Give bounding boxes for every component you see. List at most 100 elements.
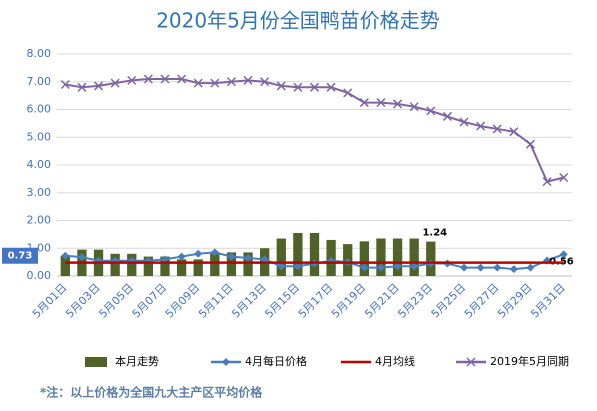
point [326, 82, 336, 92]
bar [127, 253, 137, 276]
legend-label: 4月每日价格 [245, 354, 307, 368]
point [359, 98, 369, 108]
point [61, 251, 70, 260]
point [77, 253, 86, 262]
point [460, 263, 469, 272]
data-label: 0.73 [8, 251, 33, 262]
point [309, 82, 320, 92]
bar [210, 252, 220, 276]
x-tick-label: 5月25日 [429, 281, 469, 321]
legend-marker [222, 358, 230, 366]
point [493, 263, 502, 272]
point [277, 262, 286, 271]
point [476, 121, 486, 131]
point [244, 253, 253, 262]
bar [176, 259, 187, 276]
y-tick-label: 3.00 [27, 186, 52, 199]
y-tick-label: 5.00 [27, 130, 52, 143]
y-tick-label: 8.00 [27, 47, 52, 60]
point [492, 124, 502, 134]
label-box [2, 247, 38, 264]
chart-title: 2020年5月份全国鸭苗价格走势 [156, 9, 440, 33]
point [409, 102, 419, 112]
point [410, 262, 419, 271]
data-label: 1.24 [422, 228, 447, 239]
y-tick-label: 7.00 [27, 75, 52, 88]
point [127, 75, 137, 85]
point [160, 74, 170, 84]
x-tick-label: 5月27日 [462, 281, 502, 321]
x-tick-label: 5月03日 [63, 281, 103, 321]
point [60, 79, 70, 90]
footnote: *注：以上价格为全国九大主产区平均价格 [40, 385, 263, 400]
point [243, 75, 253, 85]
point [426, 106, 436, 116]
point [526, 263, 535, 272]
point [459, 117, 469, 127]
point [177, 252, 186, 261]
point [194, 249, 203, 258]
point [110, 78, 120, 88]
bar [243, 252, 253, 276]
y-tick-label: 2.00 [27, 214, 52, 227]
point [227, 252, 236, 261]
x-tick-label: 5月05日 [96, 281, 136, 321]
bar [392, 238, 403, 276]
point [509, 127, 519, 137]
point [160, 255, 169, 264]
legend-label: 4月均线 [375, 354, 415, 368]
bar [276, 238, 286, 276]
x-tick-label: 5月07日 [130, 281, 170, 321]
bar [409, 238, 419, 276]
point [559, 172, 569, 183]
legend-marker [466, 357, 476, 367]
point [276, 81, 286, 91]
x-tick-label: 5月31日 [528, 281, 568, 321]
point [476, 263, 485, 272]
point [226, 77, 236, 87]
bar [160, 256, 170, 276]
x-tick-label: 5月17日 [296, 281, 336, 321]
x-tick-label: 5月21日 [362, 281, 402, 321]
y-tick-label: 6.00 [27, 103, 52, 116]
point [509, 265, 518, 274]
point [376, 263, 385, 272]
x-tick-label: 5月11日 [196, 281, 236, 321]
bar [359, 241, 369, 276]
point [360, 263, 369, 272]
bar [193, 259, 203, 276]
point [260, 77, 270, 87]
bar [60, 255, 70, 276]
point [193, 78, 203, 88]
legend-label: 2019年5月同期 [490, 354, 569, 368]
point [260, 255, 269, 264]
bar [110, 253, 120, 276]
bar [143, 256, 154, 276]
bar [376, 238, 386, 276]
bar [293, 232, 303, 276]
point [177, 74, 187, 84]
legend-label: 本月走势 [115, 354, 159, 368]
bar [426, 241, 436, 276]
legend-swatch [85, 357, 107, 367]
point [525, 139, 535, 149]
point [542, 177, 552, 187]
point [559, 250, 568, 259]
point [210, 78, 220, 88]
point [210, 248, 219, 257]
x-tick-label: 5月09日 [163, 281, 203, 321]
x-tick-label: 5月19日 [329, 281, 369, 321]
point [376, 98, 386, 108]
point [293, 262, 302, 271]
point [143, 74, 153, 84]
point [77, 82, 87, 92]
point [393, 99, 403, 109]
x-tick-label: 5月13日 [229, 281, 269, 321]
point [343, 88, 353, 98]
x-tick-label: 5月23日 [395, 281, 435, 321]
point [293, 82, 303, 92]
x-tick-label: 5月01日 [30, 281, 70, 321]
bar [226, 252, 237, 276]
x-tick-label: 5月29日 [495, 281, 535, 321]
